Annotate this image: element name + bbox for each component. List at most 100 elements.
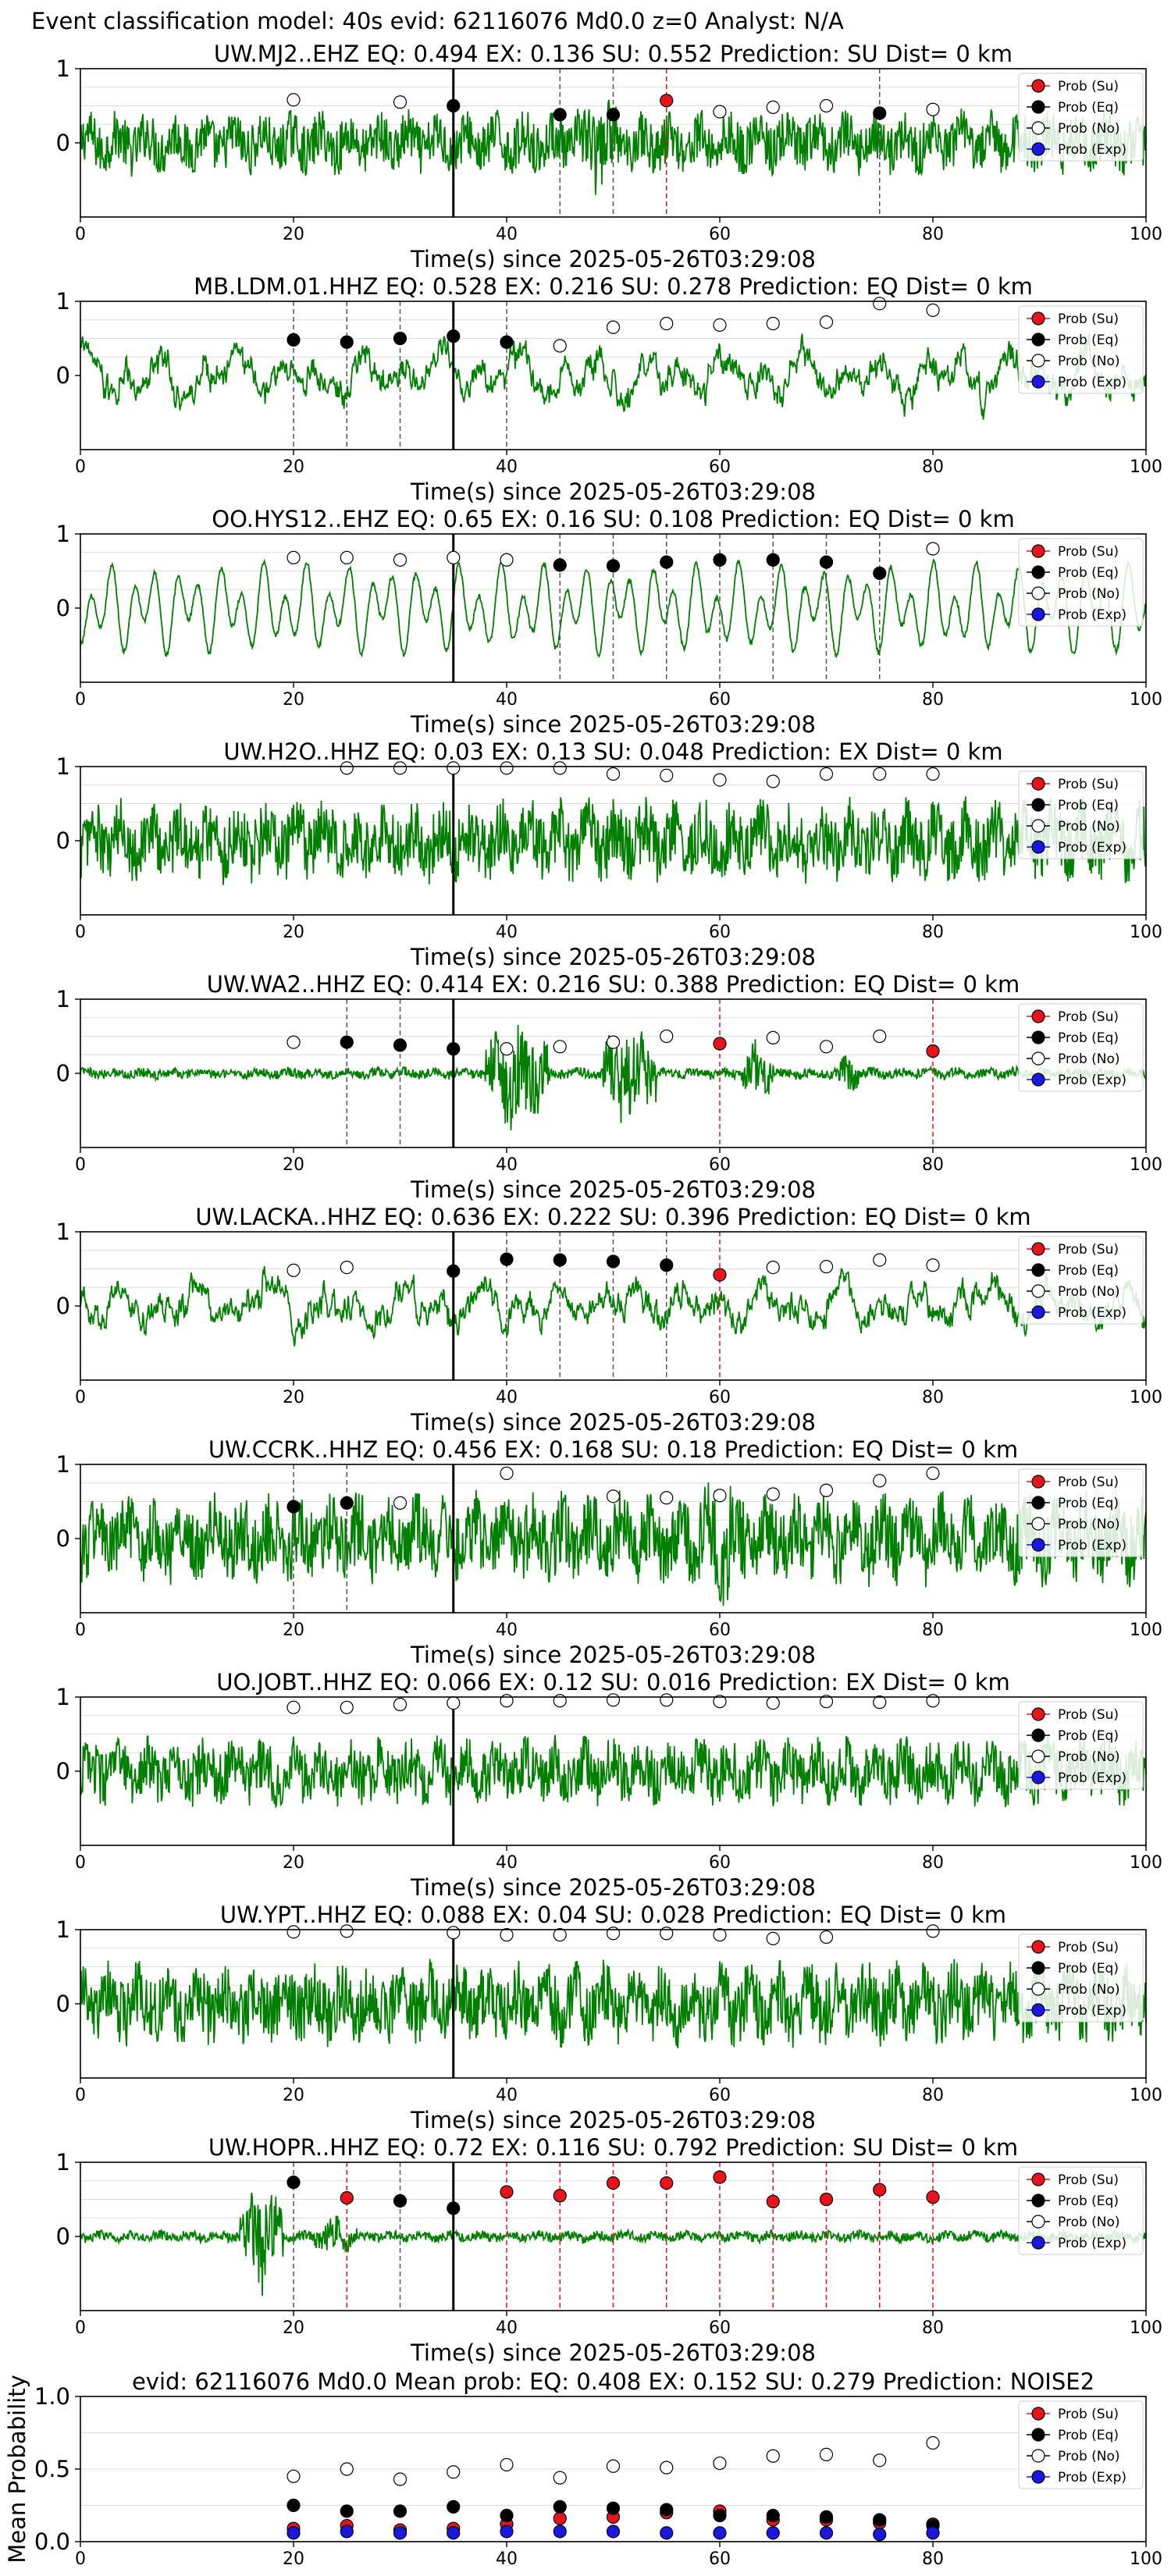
x-tick-label: 40	[496, 1155, 518, 1175]
legend-label: Prob (Su)	[1058, 1009, 1119, 1025]
legend-marker-eq	[1031, 1961, 1045, 1975]
legend-label: Prob (Eq)	[1058, 798, 1119, 813]
probability-marker-eq	[660, 555, 674, 569]
legend-label: Prob (No)	[1058, 819, 1120, 834]
legend-label: Prob (Eq)	[1058, 2194, 1119, 2209]
legend: Prob (Su) Prob (Eq) Prob (No) Prob (Exp)	[1018, 1236, 1144, 1325]
legend-label: Prob (Su)	[1058, 79, 1119, 94]
probability-marker-no	[500, 1042, 514, 1056]
probability-marker-no	[393, 553, 408, 567]
probability-marker-no	[713, 1928, 727, 1942]
x-tick-label: 20	[283, 1621, 304, 1640]
mean-probability-point-eq	[766, 2508, 780, 2523]
probability-marker-no	[766, 1696, 780, 1710]
probability-marker-no	[606, 1035, 621, 1049]
legend-label: Prob (Su)	[1058, 311, 1119, 327]
probability-marker-eq	[606, 1254, 621, 1268]
probability-marker-eq	[660, 1258, 674, 1272]
legend-label: Prob (Eq)	[1058, 565, 1119, 581]
legend-marker-no	[1031, 2215, 1045, 2229]
y-tick-label: 0.0	[34, 2528, 70, 2555]
x-axis-label: Time(s) since 2025-05-26T03:29:08	[410, 711, 816, 738]
panel-title: UW.YPT..HHZ EQ: 0.088 EX: 0.04 SU: 0.028…	[220, 1902, 1006, 1928]
probability-marker-no	[287, 1035, 301, 1049]
mean-probability-point-eq	[553, 2500, 567, 2514]
y-tick-label: 0	[56, 130, 70, 156]
probability-marker-no	[447, 761, 461, 775]
legend-marker-su	[1031, 1940, 1045, 1954]
probability-marker-eq	[447, 98, 461, 113]
probability-marker-no	[500, 553, 514, 567]
probability-marker-no	[873, 1253, 887, 1267]
x-axis-label: Time(s) since 2025-05-26T03:29:08	[410, 1409, 816, 1436]
probability-marker-su	[553, 2189, 567, 2203]
probability-marker-no	[926, 1694, 940, 1708]
probability-marker-no	[340, 1924, 354, 1938]
x-tick-label: 0	[75, 457, 86, 477]
probability-marker-eq	[340, 1496, 354, 1510]
mean-probability-point-exp	[287, 2526, 301, 2540]
probability-marker-no	[766, 1030, 780, 1045]
legend-label: Prob (Exp)	[1058, 840, 1127, 856]
probability-marker-su	[500, 2185, 514, 2199]
probability-marker-su	[873, 2183, 887, 2197]
panel-title: UW.MJ2..EHZ EQ: 0.494 EX: 0.136 SU: 0.55…	[214, 41, 1013, 67]
probability-marker-no	[766, 1931, 780, 1945]
probability-marker-no	[606, 1489, 621, 1503]
x-tick-label: 0	[75, 1621, 86, 1640]
x-tick-label: 100	[1130, 2318, 1162, 2338]
x-tick-label: 0	[75, 1388, 86, 1407]
legend-label: Prob (No)	[1058, 1517, 1120, 1532]
probability-marker-eq	[553, 108, 567, 122]
probability-marker-no	[606, 1927, 621, 1941]
mean-probability-point-no	[553, 2471, 567, 2485]
x-tick-label: 80	[922, 2318, 944, 2338]
probability-marker-no	[926, 1924, 940, 1938]
legend-label: Prob (No)	[1058, 1284, 1120, 1300]
probability-marker-no	[873, 1695, 887, 1710]
y-tick-label: 0	[56, 1525, 70, 1552]
y-tick-label: 1	[56, 986, 70, 1012]
panel-title: evid: 62116076 Md0.0 Mean prob: EQ: 0.40…	[132, 2368, 1094, 2395]
legend-box	[1018, 1701, 1144, 1790]
mean-probability-point-eq	[500, 2508, 514, 2523]
probability-marker-no	[873, 297, 887, 311]
legend-marker-eq	[1031, 100, 1045, 114]
legend: Prob (Su) Prob (Eq) Prob (No) Prob (Exp)	[1018, 538, 1144, 627]
probability-marker-no	[660, 1927, 674, 1941]
figure-suptitle: Event classification model: 40s evid: 62…	[31, 8, 844, 34]
x-tick-label: 20	[283, 1388, 304, 1407]
legend-label: Prob (Eq)	[1058, 1030, 1119, 1046]
probability-marker-eq	[606, 559, 621, 573]
waveform-trace	[80, 2192, 1147, 2297]
legend-marker-exp	[1031, 1538, 1045, 1552]
legend-marker-eq	[1031, 565, 1045, 579]
legend-marker-eq	[1031, 1030, 1045, 1044]
y-tick-label: 1	[56, 1451, 70, 1478]
probability-marker-no	[819, 767, 834, 781]
station-panel: UW.YPT..HHZ EQ: 0.088 EX: 0.04 SU: 0.028…	[56, 1902, 1162, 2133]
x-tick-label: 20	[283, 457, 304, 477]
mean-probability-point-su	[553, 2511, 567, 2525]
legend-label: Prob (Eq)	[1058, 2428, 1119, 2443]
y-tick-label: 1.0	[34, 2383, 70, 2410]
legend-marker-eq	[1031, 1728, 1045, 1742]
probability-marker-no	[766, 100, 780, 114]
panel-title: UW.H2O..HHZ EQ: 0.03 EX: 0.13 SU: 0.048 …	[223, 738, 1002, 765]
legend-marker-no	[1031, 586, 1045, 600]
y-tick-label: 1	[56, 1916, 70, 1943]
probability-marker-eq	[500, 335, 514, 349]
probability-marker-eq	[447, 1264, 461, 1278]
legend-box	[1018, 1236, 1144, 1325]
x-tick-label: 80	[922, 225, 944, 244]
mean-probability-point-exp	[500, 2524, 514, 2539]
legend-label: Prob (Exp)	[1058, 1538, 1127, 1553]
panel-title: OO.HYS12..EHZ EQ: 0.65 EX: 0.16 SU: 0.10…	[212, 506, 1014, 532]
probability-marker-no	[606, 320, 621, 334]
legend-label: Prob (No)	[1058, 354, 1120, 369]
probability-marker-no	[766, 316, 780, 331]
mean-probability-point-exp	[713, 2526, 727, 2540]
mean-probability-point-no	[819, 2447, 834, 2461]
probability-marker-eq	[713, 553, 727, 567]
probability-marker-no	[819, 1930, 834, 1944]
